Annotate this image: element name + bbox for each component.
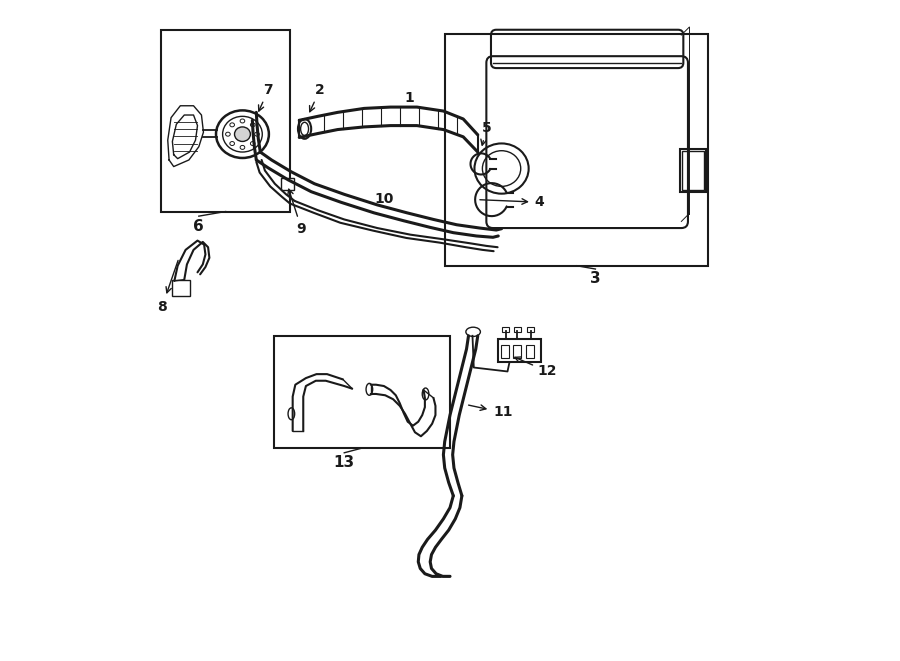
Ellipse shape bbox=[235, 127, 250, 141]
Bar bbox=[498, 339, 541, 362]
Bar bbox=[682, 151, 705, 190]
Bar bbox=[526, 345, 534, 358]
Bar bbox=[172, 280, 190, 296]
Bar bbox=[501, 345, 508, 358]
Text: 1: 1 bbox=[404, 91, 414, 106]
Ellipse shape bbox=[250, 141, 255, 145]
Bar bbox=[514, 345, 521, 358]
Bar bbox=[161, 30, 290, 212]
Bar bbox=[527, 327, 534, 332]
Ellipse shape bbox=[255, 132, 259, 136]
Text: 13: 13 bbox=[334, 455, 355, 470]
Text: 5: 5 bbox=[481, 121, 491, 145]
Bar bbox=[446, 34, 707, 266]
Text: 7: 7 bbox=[258, 83, 274, 111]
Text: 9: 9 bbox=[288, 189, 306, 236]
Text: 10: 10 bbox=[374, 192, 393, 206]
Ellipse shape bbox=[230, 123, 235, 127]
Ellipse shape bbox=[226, 132, 230, 136]
Bar bbox=[680, 149, 706, 192]
Text: 3: 3 bbox=[590, 272, 600, 286]
Ellipse shape bbox=[240, 119, 245, 123]
Text: 4: 4 bbox=[480, 195, 544, 210]
Polygon shape bbox=[167, 106, 203, 167]
Ellipse shape bbox=[250, 123, 255, 127]
Bar bbox=[514, 327, 521, 332]
Ellipse shape bbox=[240, 145, 245, 149]
Text: 6: 6 bbox=[194, 219, 204, 233]
Ellipse shape bbox=[230, 141, 235, 145]
Text: 12: 12 bbox=[515, 357, 557, 379]
Bar bbox=[502, 327, 508, 332]
Bar bbox=[274, 336, 450, 448]
Text: 11: 11 bbox=[469, 405, 512, 420]
Text: 8: 8 bbox=[158, 260, 178, 314]
Bar bbox=[281, 178, 294, 190]
Text: 2: 2 bbox=[310, 83, 325, 112]
